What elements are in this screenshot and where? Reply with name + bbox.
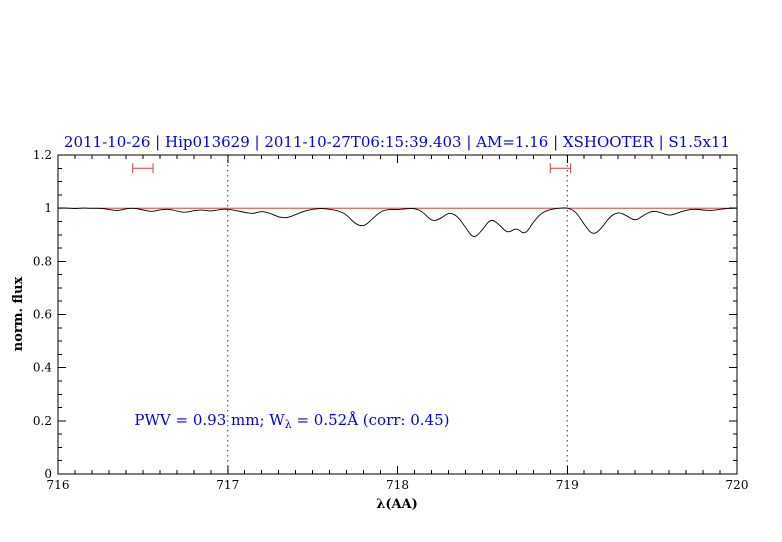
- tick-label-layer: 716 717 718 719 720 0 0.2 0.4 0.6 0.8 1 1.2: [33, 148, 749, 492]
- guideline-layer: [227, 155, 568, 474]
- y-tick-label: 0: [44, 467, 52, 481]
- x-tick-label: 720: [726, 478, 749, 492]
- pwv-annotation-suffix: = 0.52Å (corr: 0.45): [292, 411, 450, 429]
- y-tick-label: 0.6: [33, 308, 52, 322]
- y-tick-label: 0.4: [33, 361, 52, 375]
- plot-title: 2011-10-26 | Hip013629 | 2011-10-27T06:1…: [64, 133, 730, 151]
- pwv-annotation: PWV = 0.93 mm; Wλ = 0.52Å (corr: 0.45): [134, 411, 449, 431]
- x-tick-label: 719: [556, 478, 579, 492]
- x-tick-label: 717: [216, 478, 239, 492]
- pwv-annotation-prefix: PWV = 0.93 mm; W: [134, 411, 285, 429]
- spectrum-line: [57, 207, 738, 237]
- y-tick-label: 1: [44, 201, 52, 215]
- data-layer: [57, 163, 738, 237]
- y-tick-label: 0.2: [33, 414, 52, 428]
- x-tick-label: 718: [386, 478, 409, 492]
- x-tick-label: 716: [47, 478, 70, 492]
- y-tick-label: 1.2: [33, 148, 52, 162]
- lambda-subscript: λ: [285, 418, 292, 431]
- axes-layer: [57, 154, 738, 475]
- x-axis-label: λ(AA): [376, 497, 418, 512]
- y-axis-label: norm. flux: [11, 277, 26, 352]
- y-tick-label: 0.8: [33, 254, 52, 268]
